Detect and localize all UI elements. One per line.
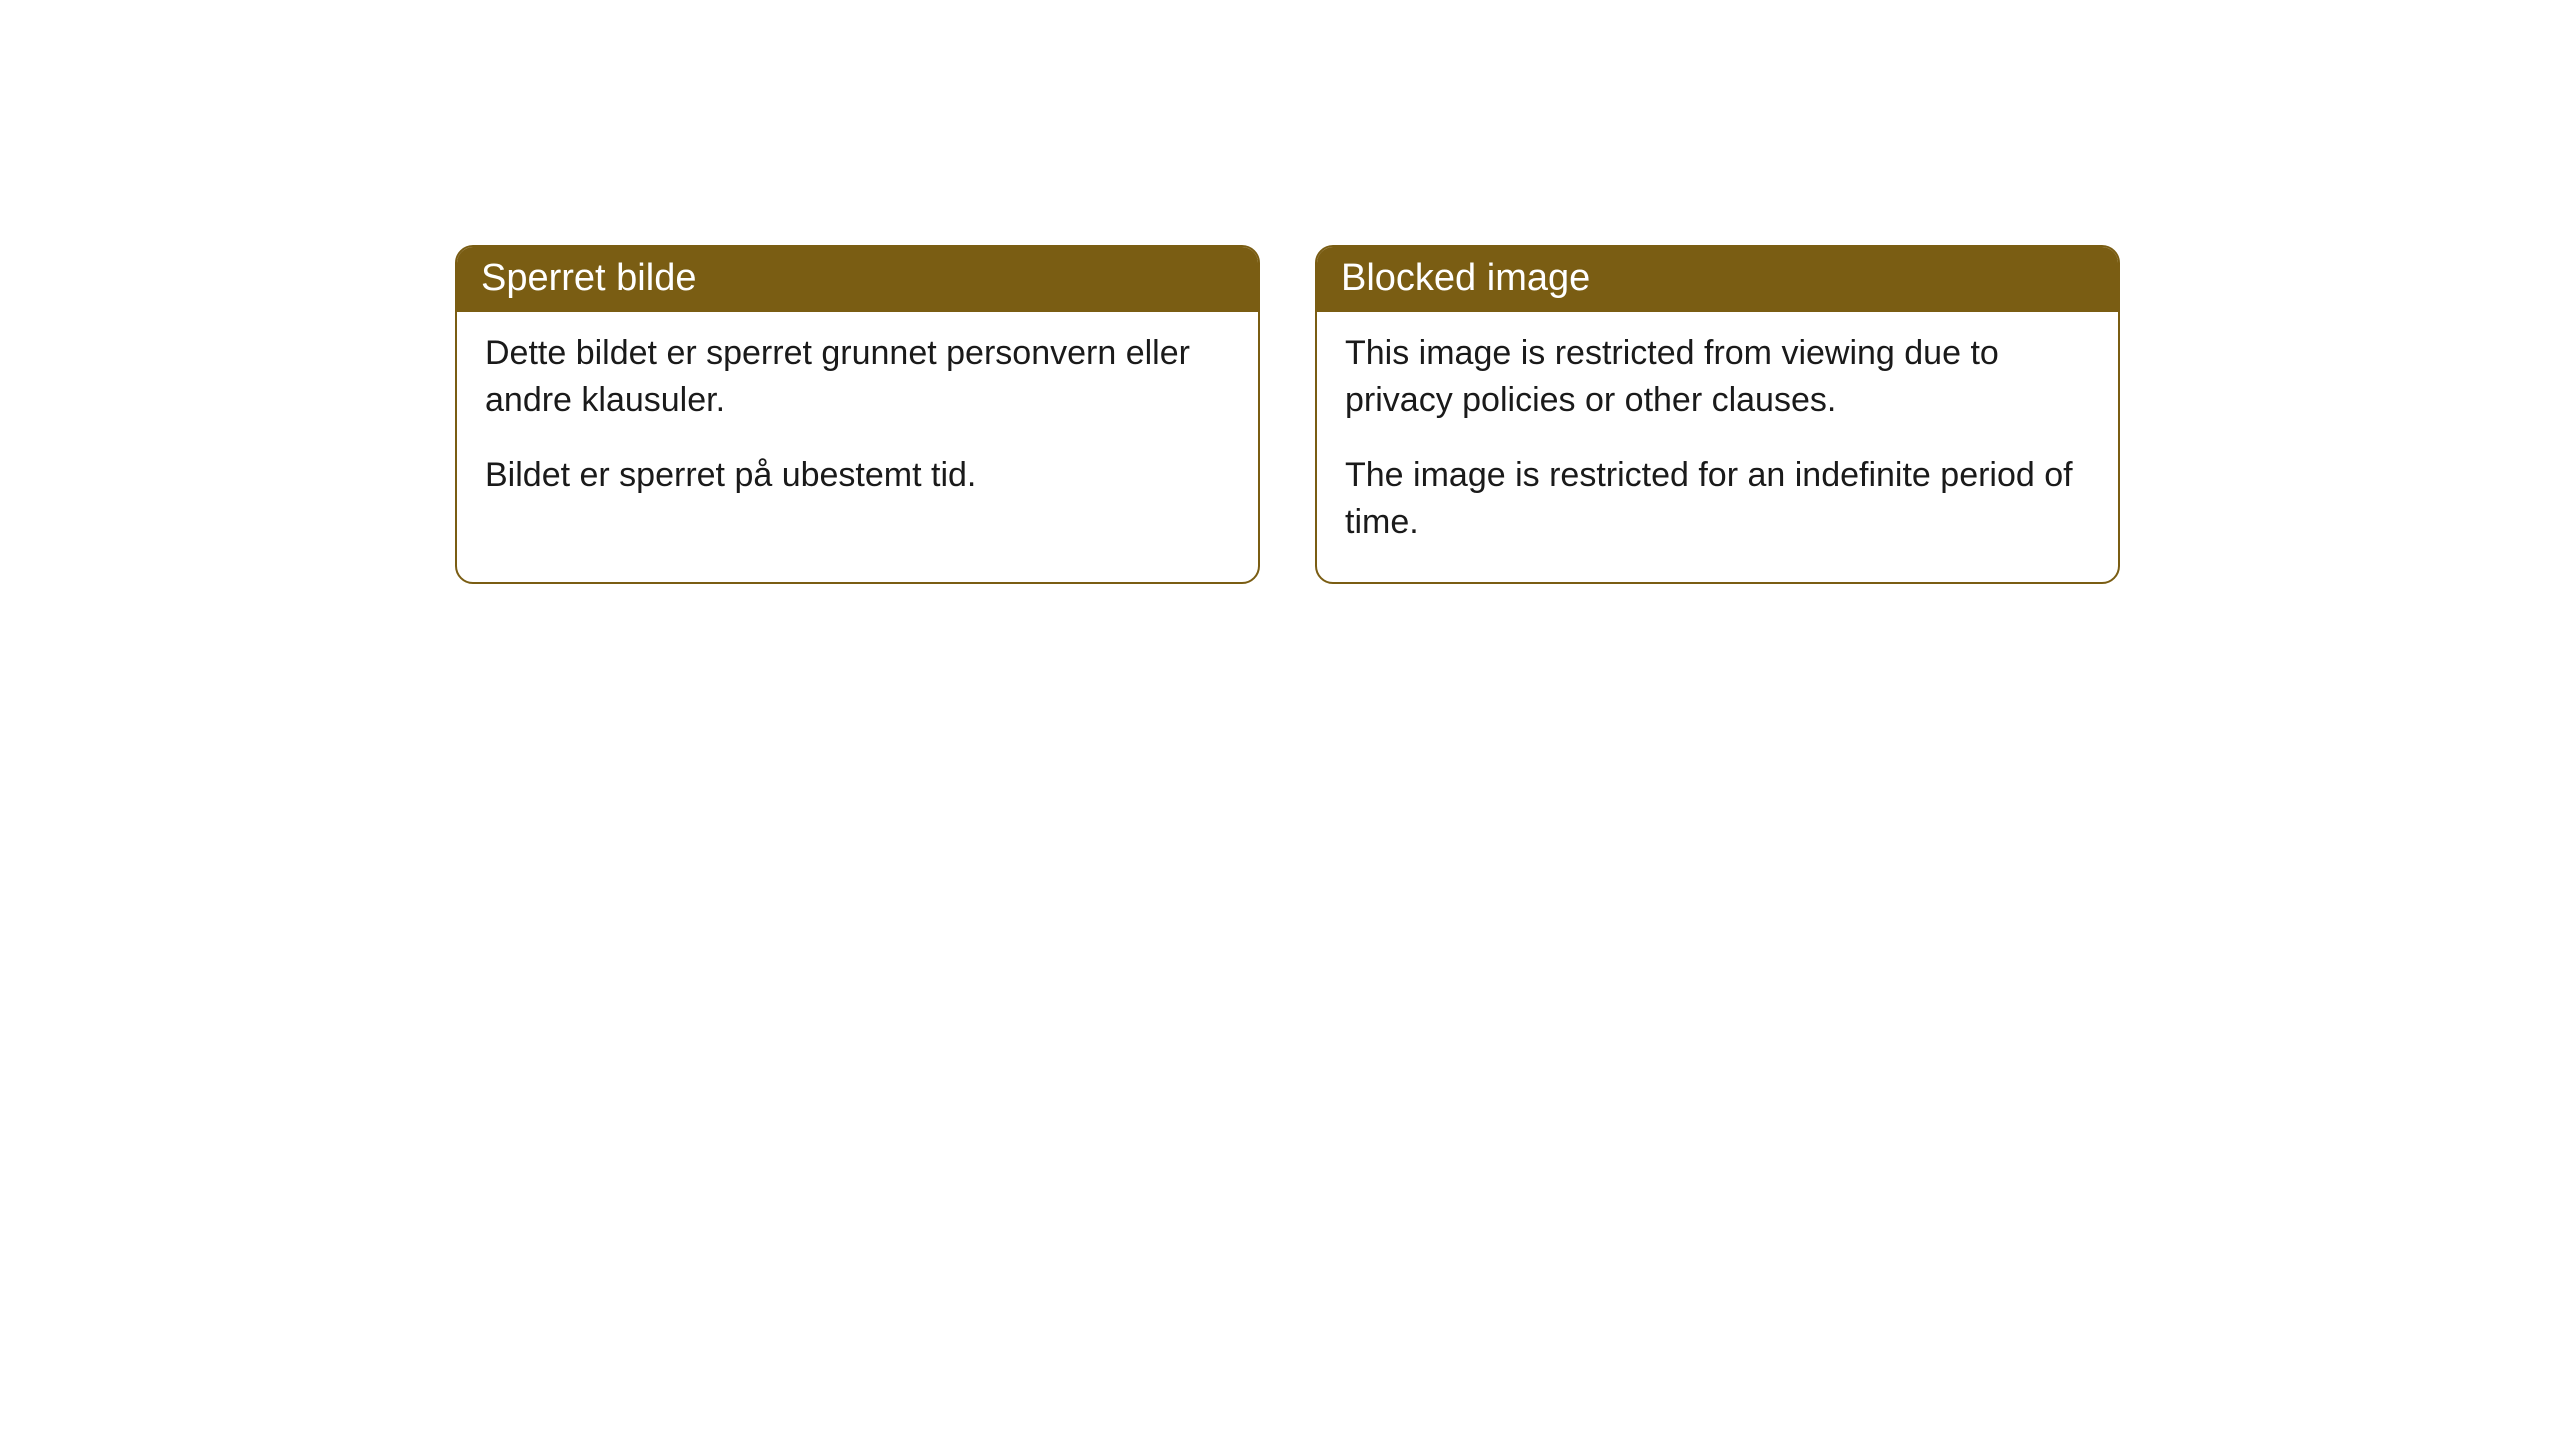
card-norwegian: Sperret bilde Dette bildet er sperret gr… xyxy=(455,245,1260,584)
cards-container: Sperret bilde Dette bildet er sperret gr… xyxy=(455,245,2120,584)
card-paragraph1-norwegian: Dette bildet er sperret grunnet personve… xyxy=(485,330,1230,424)
card-body-english: This image is restricted from viewing du… xyxy=(1317,312,2118,582)
card-title-norwegian: Sperret bilde xyxy=(481,257,696,299)
card-body-norwegian: Dette bildet er sperret grunnet personve… xyxy=(457,312,1258,535)
card-paragraph2-norwegian: Bildet er sperret på ubestemt tid. xyxy=(485,452,1230,499)
card-header-english: Blocked image xyxy=(1317,247,2118,312)
card-paragraph2-english: The image is restricted for an indefinit… xyxy=(1345,452,2090,546)
card-paragraph1-english: This image is restricted from viewing du… xyxy=(1345,330,2090,424)
card-header-norwegian: Sperret bilde xyxy=(457,247,1258,312)
card-english: Blocked image This image is restricted f… xyxy=(1315,245,2120,584)
card-title-english: Blocked image xyxy=(1341,257,1590,299)
